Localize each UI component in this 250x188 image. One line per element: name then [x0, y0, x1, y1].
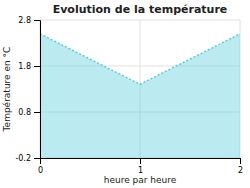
y-tick: 0.8 [18, 108, 40, 117]
marks [40, 34, 240, 158]
chart: 0 1 2 -0.2 0.8 1.8 2.8 Evolution de la températ… [0, 0, 250, 188]
area [40, 34, 240, 158]
x-tick-mark [240, 158, 241, 164]
y-tick-label: 1.8 [18, 62, 31, 71]
y-tick: -0.2 [15, 154, 40, 163]
x-axis-line [41, 159, 241, 165]
y-axis-title: Température en °C [2, 47, 12, 133]
x-tick: 0 [38, 158, 43, 175]
grid [40, 20, 240, 158]
y-tick-label: 2.8 [18, 16, 31, 25]
y-tick-label: -0.2 [15, 154, 31, 163]
x-tick-mark [140, 158, 141, 164]
x-tick-label: 1 [138, 166, 143, 175]
y-tick-label: 0.8 [18, 108, 31, 117]
y-axis-line [34, 21, 41, 159]
x-tick-label: 0 [38, 166, 43, 175]
y-tick-mark [34, 112, 40, 113]
x-tick: 2 [238, 158, 243, 175]
x-tick: 1 [138, 158, 143, 175]
line [40, 34, 240, 85]
y-tick: 2.8 [18, 16, 40, 25]
x-axis: 0 1 2 [38, 158, 243, 175]
y-axis: -0.2 0.8 1.8 2.8 [15, 16, 40, 163]
title: Evolution de la température [53, 3, 228, 16]
y-tick-mark [34, 20, 40, 21]
y-tick-mark [34, 66, 40, 67]
plot: 0 1 2 -0.2 0.8 1.8 2.8 [15, 16, 243, 175]
y-tick-mark [34, 158, 40, 159]
x-tick-label: 2 [238, 166, 243, 175]
y-tick: 1.8 [18, 62, 40, 71]
x-axis-title: heure par heure [104, 175, 177, 185]
chart-container: 0 1 2 -0.2 0.8 1.8 2.8 Evolution de la températ… [0, 0, 250, 188]
